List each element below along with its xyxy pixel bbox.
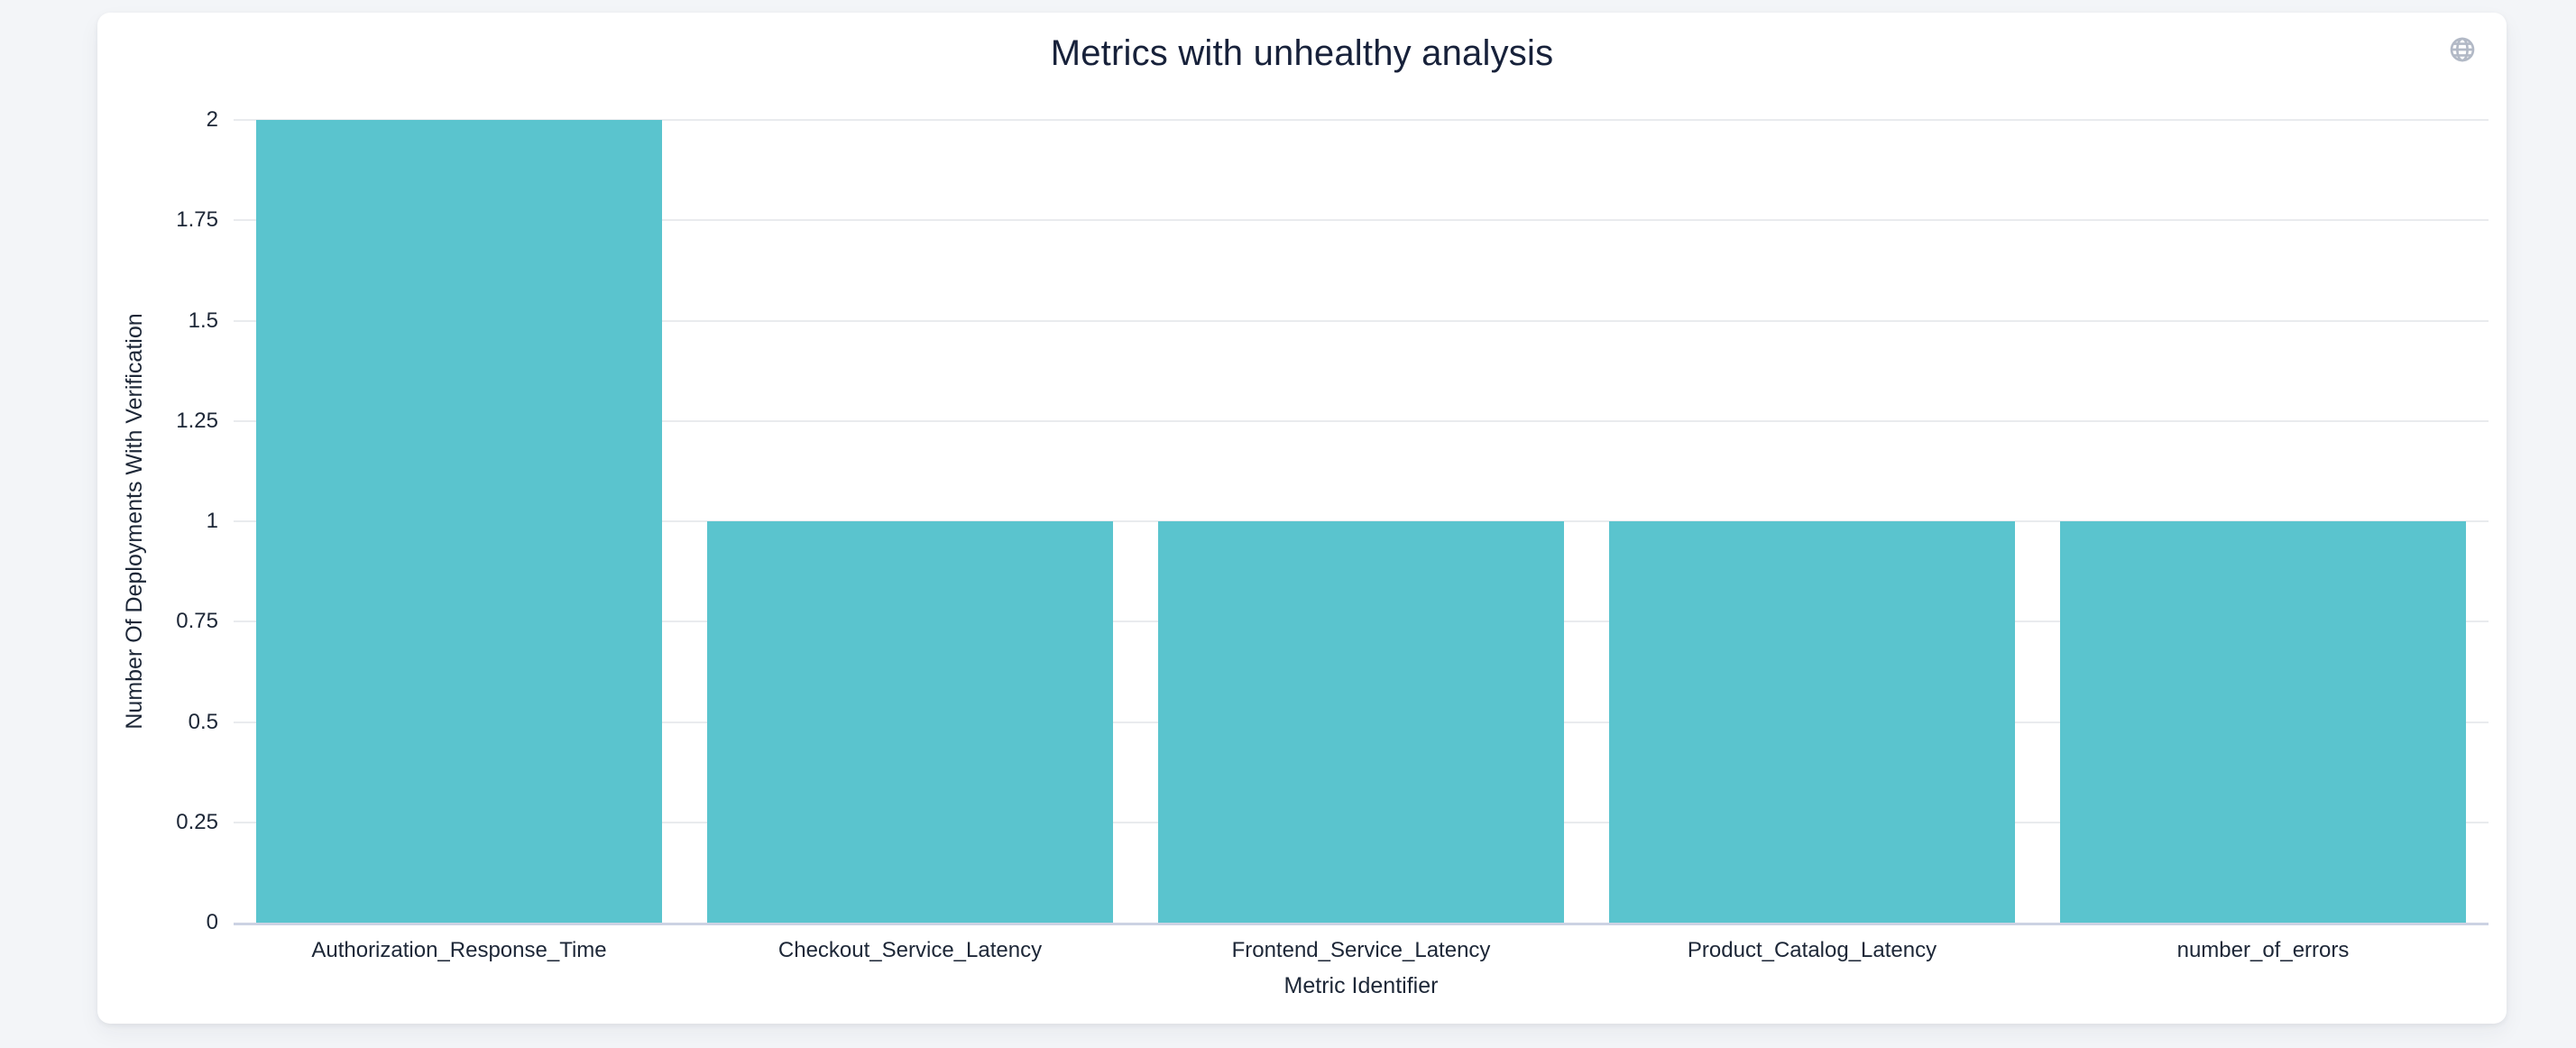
y-tick-label: 2 xyxy=(206,107,218,132)
bar[interactable] xyxy=(1609,521,2015,923)
gridline xyxy=(234,419,2489,422)
x-category-label: Product_Catalog_Latency xyxy=(1687,938,1937,962)
globe-icon[interactable] xyxy=(2448,35,2477,64)
y-tick-label: 0 xyxy=(206,910,218,934)
y-tick-label: 1.25 xyxy=(176,408,218,433)
bar[interactable] xyxy=(2060,521,2466,923)
y-tick-label: 1.5 xyxy=(188,308,218,333)
y-tick-label: 0.75 xyxy=(176,609,218,634)
x-axis-title: Metric Identifier xyxy=(1283,973,1439,998)
bar[interactable] xyxy=(1158,521,1564,923)
x-category-label: Checkout_Service_Latency xyxy=(777,938,1043,962)
chart-title: Metrics with unhealthy analysis xyxy=(1050,33,1554,73)
y-tick-label: 1.75 xyxy=(176,207,218,233)
y-tick-label: 1 xyxy=(206,509,218,533)
x-category-label: Frontend_Service_Latency xyxy=(1231,938,1491,962)
gridline xyxy=(234,319,2489,322)
y-tick-label: 0.5 xyxy=(188,709,218,734)
plot-area: Number Of Deployments With Verification … xyxy=(122,107,2489,998)
bar[interactable] xyxy=(256,120,662,923)
x-category-label: number_of_errors xyxy=(2176,938,2350,962)
y-tick-label: 0.25 xyxy=(176,809,218,834)
gridline xyxy=(234,119,2489,121)
gridline xyxy=(234,219,2489,222)
bar[interactable] xyxy=(707,521,1113,923)
x-category-label: Authorization_Response_Time xyxy=(311,938,607,962)
chart-card: Metrics with unhealthy analysis Number O… xyxy=(97,13,2507,1024)
